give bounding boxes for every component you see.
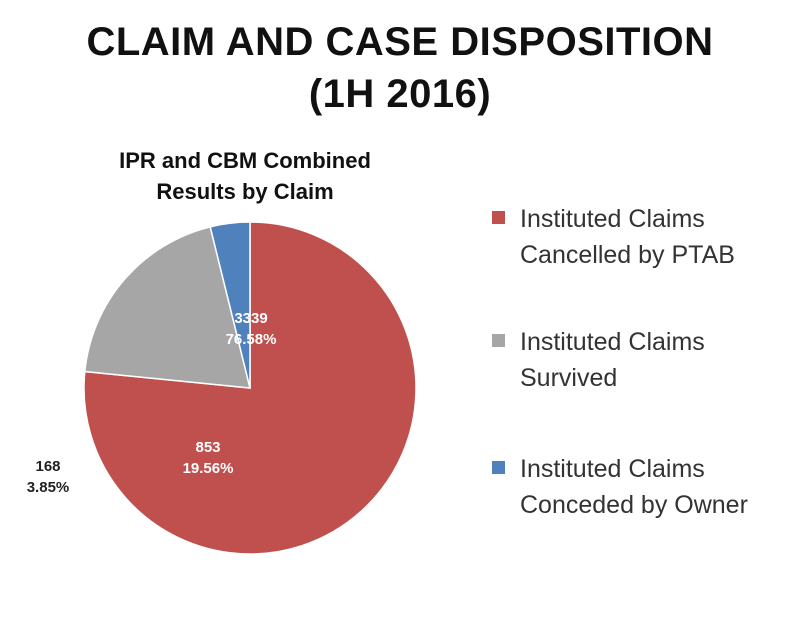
data-label-percent-cancelled: 76.58%: [226, 331, 277, 348]
data-label-value-survived: 853: [195, 439, 220, 456]
legend-label-cancelled-line-1: Instituted Claims: [520, 205, 705, 233]
chart-subtitle-line-2: Results by Claim: [156, 179, 334, 204]
chart-subtitle-line-1: IPR and CBM Combined: [119, 148, 371, 173]
legend-label-conceded-line-2: Conceded by Owner: [520, 491, 748, 519]
pie-slice-conceded: [209, 221, 251, 389]
legend-label-survived-line-2: Survived: [520, 364, 618, 392]
legend-swatch-conceded: [492, 461, 505, 474]
chart-title-line-1: CLAIM AND CASE DISPOSITION: [86, 20, 714, 64]
data-label-value-conceded: 168: [35, 458, 60, 475]
legend-swatch-cancelled: [492, 211, 505, 224]
legend-label-conceded-line-1: Instituted Claims: [520, 455, 705, 483]
data-label-value-cancelled: 3339: [234, 310, 267, 327]
chart-title-line-2: (1H 2016): [308, 72, 492, 116]
legend-label-survived-line-1: Instituted Claims: [520, 328, 705, 356]
data-label-percent-survived: 19.56%: [183, 460, 234, 477]
pie-slice-survived: [83, 225, 251, 389]
legend-label-cancelled-line-2: Cancelled by PTAB: [520, 241, 735, 269]
data-label-percent-conceded: 3.85%: [27, 479, 70, 496]
legend-swatch-survived: [492, 334, 505, 347]
